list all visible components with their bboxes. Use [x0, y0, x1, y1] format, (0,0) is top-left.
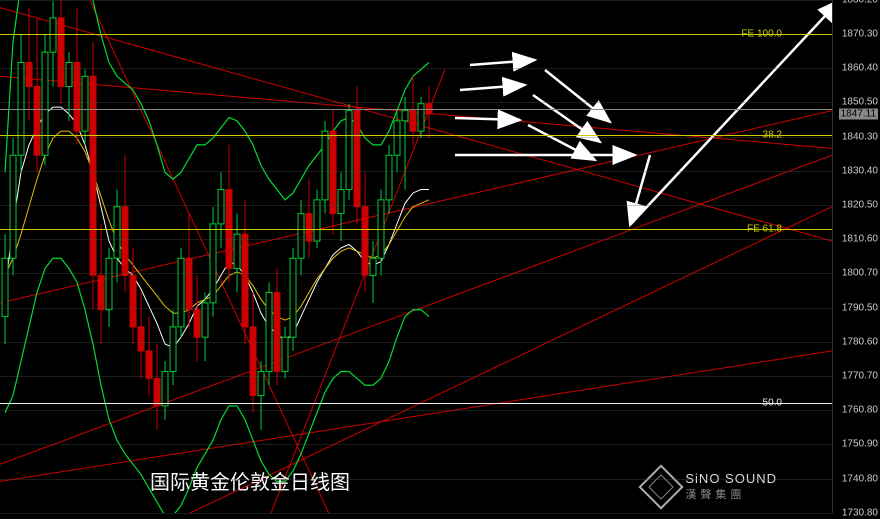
price-tick: 1760.80	[842, 404, 878, 415]
brand-logo: SiNO SOUND 漢聲集團	[645, 471, 777, 503]
price-tick: 1850.50	[842, 96, 878, 107]
current-price-marker: 1847.11	[839, 108, 878, 119]
logo-diamond-icon	[639, 464, 684, 509]
price-tick: 1840.30	[842, 132, 878, 143]
chart-area[interactable]: 国际黄金伦敦金日线图 SiNO SOUND 漢聲集團 FE 100.0 38.2 F…	[0, 0, 832, 513]
price-axis: 1880.20 1870.30 1860.40 1850.50 1840.30 1830.…	[832, 0, 880, 513]
fib-label: FE 61.8	[747, 224, 782, 235]
price-tick: 1750.90	[842, 438, 878, 449]
fib-label: FE 100.0	[741, 28, 782, 39]
chart-title: 国际黄金伦敦金日线图	[150, 466, 350, 495]
price-tick: 1870.30	[842, 28, 878, 39]
price-tick: 1790.50	[842, 303, 878, 314]
price-tick: 1730.80	[842, 508, 878, 519]
price-tick: 1780.60	[842, 337, 878, 348]
price-tick: 1800.70	[842, 267, 878, 278]
price-tick: 1810.60	[842, 233, 878, 244]
price-tick: 1770.70	[842, 370, 878, 381]
price-tick: 1880.20	[842, 0, 878, 6]
brand-sub: 漢聲集團	[685, 486, 777, 502]
price-tick: 1740.80	[842, 473, 878, 484]
price-tick: 1860.40	[842, 62, 878, 73]
fib-label: 38.2	[763, 129, 782, 140]
price-tick: 1830.40	[842, 166, 878, 177]
chart-svg	[0, 0, 832, 513]
price-tick: 1820.50	[842, 199, 878, 210]
